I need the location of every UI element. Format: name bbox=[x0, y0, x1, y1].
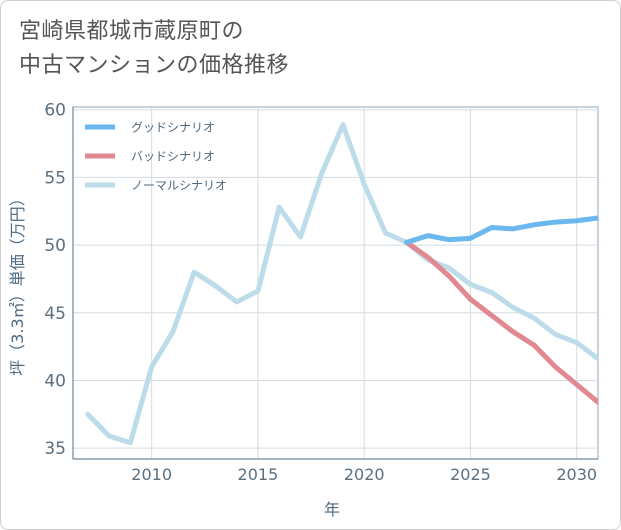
plot-area bbox=[72, 106, 599, 460]
x-axis-label: 年 bbox=[324, 500, 340, 519]
y-tick-label: 45 bbox=[44, 304, 66, 324]
x-tick-label: 2010 bbox=[131, 465, 172, 484]
x-tick-label: 2030 bbox=[556, 465, 597, 484]
axis-layer: 35 40 45 50 55 60 2010 2015 2020 2025 2030 bbox=[44, 101, 598, 484]
y-tick-label: 60 bbox=[44, 101, 66, 121]
x-tick-label: 2015 bbox=[238, 465, 279, 484]
legend-label-1: グッドシナリオ bbox=[131, 121, 215, 135]
series-line-1 bbox=[404, 215, 598, 245]
chart-title: 宮崎県都城市蔵原町の 中古マンションの価格推移 bbox=[19, 15, 439, 83]
grid-layer bbox=[72, 106, 599, 460]
chart-title-line-1: 宮崎県都城市蔵原町の bbox=[19, 19, 245, 44]
x-tick-label: 2020 bbox=[344, 465, 385, 484]
series-line-2 bbox=[404, 239, 598, 405]
series-layer bbox=[85, 122, 598, 446]
chart-title-line-2: 中古マンションの価格推移 bbox=[19, 53, 290, 78]
y-tick-label: 55 bbox=[44, 168, 66, 188]
y-tick-label: 35 bbox=[44, 439, 66, 459]
y-tick-label: 40 bbox=[44, 371, 66, 391]
y-axis-label: 坪（3.3㎡）単価（万円） bbox=[8, 190, 27, 375]
y-tick-label: 50 bbox=[44, 236, 66, 256]
series-line-3 bbox=[85, 122, 598, 446]
legend-label-2: バッドシナリオ bbox=[131, 150, 215, 164]
legend-label-3: ノーマルシナリオ bbox=[131, 179, 227, 193]
x-tick-label: 2025 bbox=[450, 465, 491, 484]
